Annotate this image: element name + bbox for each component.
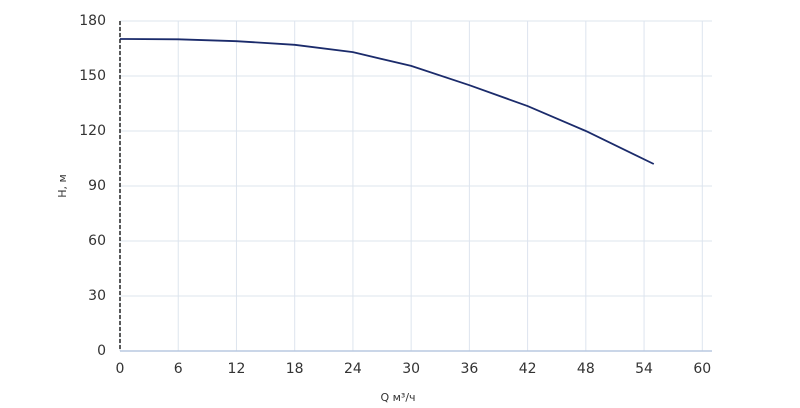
x-tick-label: 18 xyxy=(286,361,304,377)
line-series xyxy=(119,38,655,165)
x-axis-label: Q м³/ч xyxy=(380,391,415,404)
x-tick-label: 54 xyxy=(635,361,653,377)
x-tick-label: 24 xyxy=(344,361,362,377)
y-axis-label: H, м xyxy=(56,174,69,198)
x-tick-label: 30 xyxy=(402,361,420,377)
y-tick-label: 60 xyxy=(88,233,106,249)
y-tick-label: 120 xyxy=(79,123,106,139)
x-tick-label: 6 xyxy=(174,361,183,377)
y-tick-label: 0 xyxy=(97,343,106,359)
x-tick-label: 48 xyxy=(577,361,595,377)
y-tick-label: 150 xyxy=(79,68,106,84)
x-tick-label: 12 xyxy=(228,361,246,377)
y-tick-label: 90 xyxy=(88,178,106,194)
x-tick-label: 42 xyxy=(519,361,537,377)
y-tick-label: 180 xyxy=(79,13,106,29)
x-tick-label: 0 xyxy=(116,361,125,377)
x-tick-label: 36 xyxy=(460,361,478,377)
y-tick-label: 30 xyxy=(88,288,106,304)
x-tick-label: 60 xyxy=(693,361,711,377)
